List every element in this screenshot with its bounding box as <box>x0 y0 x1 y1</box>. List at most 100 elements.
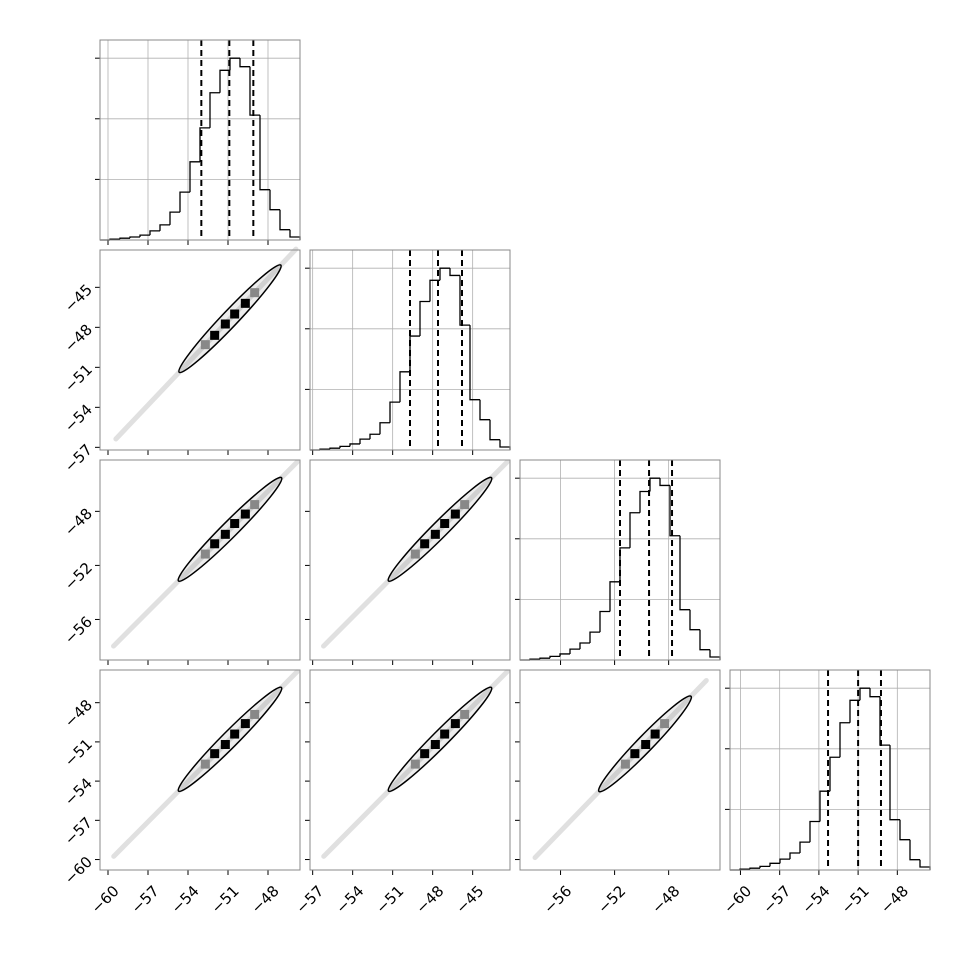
hist-step <box>789 852 800 860</box>
density-cell <box>660 719 670 729</box>
hist-step <box>489 419 500 441</box>
density-cell <box>250 709 260 719</box>
density-cell <box>420 749 430 759</box>
x-tick-label: −57 <box>759 882 794 917</box>
hist-step <box>539 657 550 660</box>
hist-step <box>899 819 910 841</box>
hist-step <box>189 161 200 193</box>
density-cell <box>200 340 210 350</box>
y-tick-label: −48 <box>61 696 96 731</box>
hist-step <box>689 609 700 631</box>
x-tick-label: −51 <box>208 882 243 917</box>
density-cell <box>220 319 230 329</box>
density-cell <box>220 529 230 539</box>
y-tick-label: −57 <box>61 441 96 476</box>
x-tick-label: −54 <box>799 882 834 917</box>
hist-step <box>409 335 420 372</box>
panel-frame <box>99 39 301 241</box>
density-cell <box>430 529 440 539</box>
hist-step <box>829 756 840 792</box>
density-cell <box>460 709 470 719</box>
hist-step <box>379 422 390 435</box>
density-cell <box>410 759 420 769</box>
hist-step <box>839 722 850 758</box>
density-cell <box>210 749 220 759</box>
panel-frame <box>309 459 511 661</box>
hist-step <box>649 477 660 492</box>
y-tick-label: −52 <box>61 559 96 594</box>
density-cell <box>430 740 440 750</box>
hist-step <box>179 191 190 213</box>
x-tick-label: −48 <box>648 882 683 917</box>
x-tick-label: −57 <box>128 882 163 917</box>
hist-step <box>499 439 511 450</box>
hist-step <box>459 275 470 326</box>
hist-step <box>209 92 220 128</box>
hist-step <box>629 512 640 548</box>
contour <box>178 264 282 374</box>
hist-step <box>199 127 210 162</box>
hist-step <box>849 699 860 723</box>
density-cell <box>200 549 210 559</box>
density-cell <box>450 719 460 729</box>
density-cell <box>641 740 651 750</box>
x-tick-label: −51 <box>838 882 873 917</box>
hist-step <box>609 581 620 612</box>
x-tick-label: −57 <box>292 882 327 917</box>
panel-frame <box>519 459 721 661</box>
hist-step <box>679 535 690 611</box>
hist-step <box>289 229 301 240</box>
hist-step <box>389 401 400 423</box>
hist-step <box>169 211 180 225</box>
x-tick-label: −56 <box>540 882 575 917</box>
density-cell <box>210 330 220 340</box>
hist-step <box>449 268 460 277</box>
density-cell <box>460 500 470 510</box>
hist-step <box>669 485 680 537</box>
x-tick-label: −52 <box>594 882 629 917</box>
density-cell <box>250 500 260 510</box>
hist-step <box>559 653 570 657</box>
hist-step <box>259 115 270 191</box>
hist-step <box>749 867 760 870</box>
hist-step <box>279 209 290 231</box>
density-cell <box>620 759 630 769</box>
panel-frame <box>309 249 511 451</box>
hist-step <box>759 865 770 869</box>
y-tick-label: −60 <box>61 853 96 888</box>
hist-step <box>479 399 490 421</box>
hist-step <box>139 234 150 237</box>
hist-step <box>349 443 360 447</box>
density-cell <box>240 298 250 308</box>
hist-step <box>819 790 830 822</box>
hist-step <box>339 445 350 449</box>
hist-step <box>859 687 870 701</box>
hist-step <box>429 279 440 302</box>
y-tick-label: −54 <box>61 401 96 436</box>
density-tail <box>532 677 709 861</box>
density-cell <box>250 288 260 298</box>
hist-step <box>709 649 721 660</box>
hist-step <box>249 66 260 116</box>
hist-step <box>889 745 900 821</box>
density-cell <box>410 549 420 559</box>
density-cell <box>650 729 660 739</box>
hist-step <box>239 58 250 68</box>
y-tick-label: −51 <box>61 735 96 770</box>
panel-frame <box>99 249 301 451</box>
hist-step <box>589 631 600 644</box>
hist-step <box>619 547 630 582</box>
hist-step <box>359 438 370 444</box>
y-tick-label: −56 <box>61 613 96 648</box>
hist-step <box>219 69 230 93</box>
x-tick-label: −45 <box>452 882 487 917</box>
density-cell <box>440 729 450 739</box>
hist-step <box>779 858 790 864</box>
y-tick-label: −54 <box>61 774 96 809</box>
panel-frame <box>99 669 301 871</box>
hist-step <box>119 237 130 240</box>
density-cell <box>420 539 430 549</box>
hist-step <box>639 490 650 513</box>
density-cell <box>440 519 450 529</box>
panel-frame <box>309 669 511 871</box>
